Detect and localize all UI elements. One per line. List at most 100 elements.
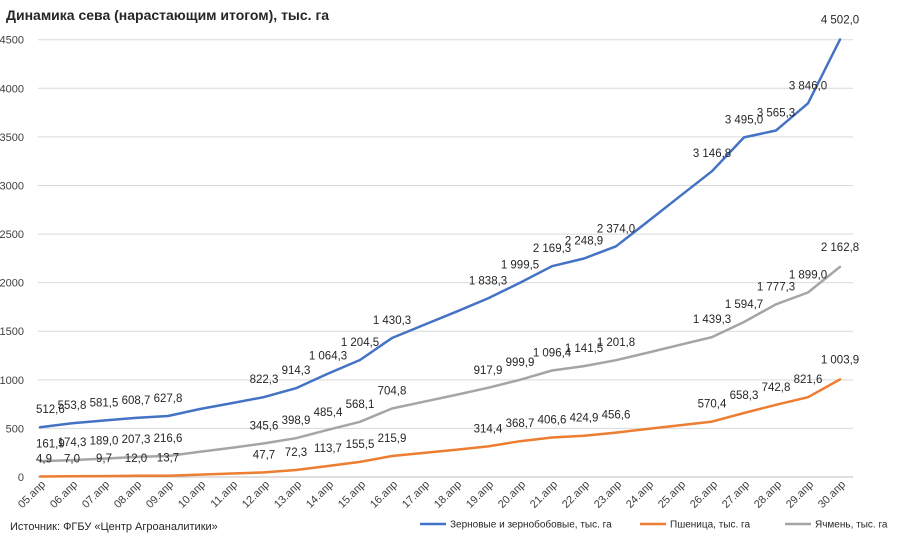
- data-label: 345,6: [250, 420, 279, 432]
- x-tick-label: 07.апр: [80, 479, 112, 511]
- x-tick-label: 29.апр: [784, 479, 816, 511]
- data-label: 822,3: [250, 374, 279, 386]
- legend: Зерновые и зернобобовые, тыс. га Пшеница,…: [420, 519, 888, 531]
- x-tick-label: 23.апр: [592, 479, 624, 511]
- data-label: 1 439,3: [693, 314, 731, 326]
- data-label: 3 846,0: [789, 80, 827, 92]
- data-label: 1 096,4: [533, 347, 572, 359]
- data-label: 3 146,8: [693, 148, 731, 160]
- data-label: 9,7: [96, 453, 112, 465]
- y-tick-label: 0: [18, 472, 24, 484]
- data-label: 4,9: [36, 454, 52, 466]
- y-tick-label: 500: [6, 423, 24, 435]
- data-label: 72,3: [285, 447, 307, 459]
- data-label: 12,0: [125, 453, 147, 465]
- data-label: 917,9: [474, 365, 503, 377]
- data-label: 1 899,0: [789, 269, 827, 281]
- data-label: 1 777,3: [757, 281, 795, 293]
- legend-label-2: Пшеница, тыс. га: [670, 520, 750, 531]
- series-line-2: [38, 378, 842, 478]
- data-label: 174,3: [58, 437, 87, 449]
- x-tick-label: 24.апр: [624, 479, 656, 511]
- data-label: 2 248,9: [565, 235, 603, 247]
- x-tick-label: 22.апр: [560, 479, 592, 511]
- y-tick-label: 2500: [0, 229, 24, 241]
- data-label: 3 565,3: [757, 108, 795, 120]
- data-label: 2 374,0: [597, 223, 635, 235]
- x-tick-label: 18.апр: [432, 479, 464, 511]
- data-label: 1 204,5: [341, 337, 379, 349]
- data-label: 7,0: [64, 453, 80, 465]
- data-label: 47,7: [253, 449, 275, 461]
- x-tick-label: 25.апр: [656, 479, 688, 511]
- data-label: 2 162,8: [821, 242, 859, 254]
- data-label: 1 999,5: [501, 260, 539, 272]
- data-label: 821,6: [794, 374, 823, 386]
- y-tick-label: 2000: [0, 278, 24, 290]
- x-tick-label: 06.апр: [48, 479, 80, 511]
- data-label: 742,8: [762, 382, 791, 394]
- y-tick-label: 3000: [0, 180, 24, 192]
- x-tick-label: 28.апр: [752, 479, 784, 511]
- data-label: 424,9: [570, 413, 599, 425]
- data-label: 1 430,3: [373, 315, 411, 327]
- data-label: 189,0: [90, 436, 119, 448]
- x-tick-label: 13.апр: [272, 479, 304, 511]
- data-label: 456,6: [602, 410, 631, 422]
- data-label: 216,6: [154, 433, 183, 445]
- data-label: 161,9: [36, 438, 65, 450]
- data-label: 215,9: [378, 433, 407, 445]
- data-label: 155,5: [346, 439, 375, 451]
- data-label: 627,8: [154, 393, 183, 405]
- data-label: 1 003,9: [821, 354, 859, 366]
- x-tick-label: 16.апр: [368, 479, 400, 511]
- y-tick-label: 4000: [0, 83, 24, 95]
- data-label: 314,4: [474, 423, 503, 435]
- source-note: Источник: ФГБУ «Центр Агроаналитики»: [10, 521, 218, 533]
- data-label: 406,6: [538, 414, 567, 426]
- x-tick-label: 12.апр: [240, 479, 272, 511]
- data-label: 1 838,3: [469, 275, 507, 287]
- x-tick-label: 09.апр: [144, 479, 176, 511]
- series-line-1: [38, 38, 842, 429]
- data-label: 398,9: [282, 415, 311, 427]
- data-label: 704,8: [378, 386, 407, 398]
- data-label: 1 064,3: [309, 351, 347, 363]
- y-tick-label: 3500: [0, 132, 24, 144]
- x-tick-label: 08.апр: [112, 479, 144, 511]
- x-tick-label: 30.апр: [816, 479, 848, 511]
- x-tick-label: 11.апр: [209, 479, 241, 511]
- legend-label-3: Ячмень, тыс. га: [815, 520, 888, 531]
- chart-title: Динамика сева (нарастающим итогом), тыс.…: [6, 7, 330, 23]
- data-label: 658,3: [730, 390, 759, 402]
- data-label: 13,7: [157, 453, 179, 465]
- x-tick-label: 20.апр: [496, 479, 528, 511]
- data-label: 4 502,0: [821, 15, 859, 27]
- data-label: 914,3: [282, 365, 311, 377]
- x-tick-label: 21.апр: [528, 479, 560, 511]
- y-tick-label: 1000: [0, 375, 24, 387]
- legend-label-1: Зерновые и зернобобовые, тыс. га: [450, 519, 612, 531]
- data-label: 608,7: [122, 395, 151, 407]
- x-tick-label: 15.апр: [336, 479, 368, 511]
- x-tick-label: 26.апр: [688, 479, 720, 511]
- x-tick-label: 10.апр: [176, 479, 208, 511]
- data-label: 3 495,0: [725, 114, 763, 126]
- data-label: 1 141,5: [565, 343, 603, 355]
- data-label: 581,5: [90, 397, 119, 409]
- data-label: 1 594,7: [725, 299, 763, 311]
- data-label: 113,7: [314, 443, 342, 455]
- y-tick-label: 4500: [0, 35, 24, 47]
- data-label: 568,1: [346, 399, 375, 411]
- data-label: 553,8: [58, 400, 87, 412]
- x-tick-label: 19.апр: [464, 479, 496, 511]
- x-tick-label: 27.апр: [720, 479, 752, 511]
- series-line-3: [38, 265, 842, 463]
- data-label: 512,6: [36, 404, 65, 416]
- series-layer: [38, 38, 842, 478]
- data-label: 570,4: [698, 399, 727, 411]
- x-tick-label: 17.апр: [400, 479, 432, 511]
- y-tick-label: 1500: [0, 326, 24, 338]
